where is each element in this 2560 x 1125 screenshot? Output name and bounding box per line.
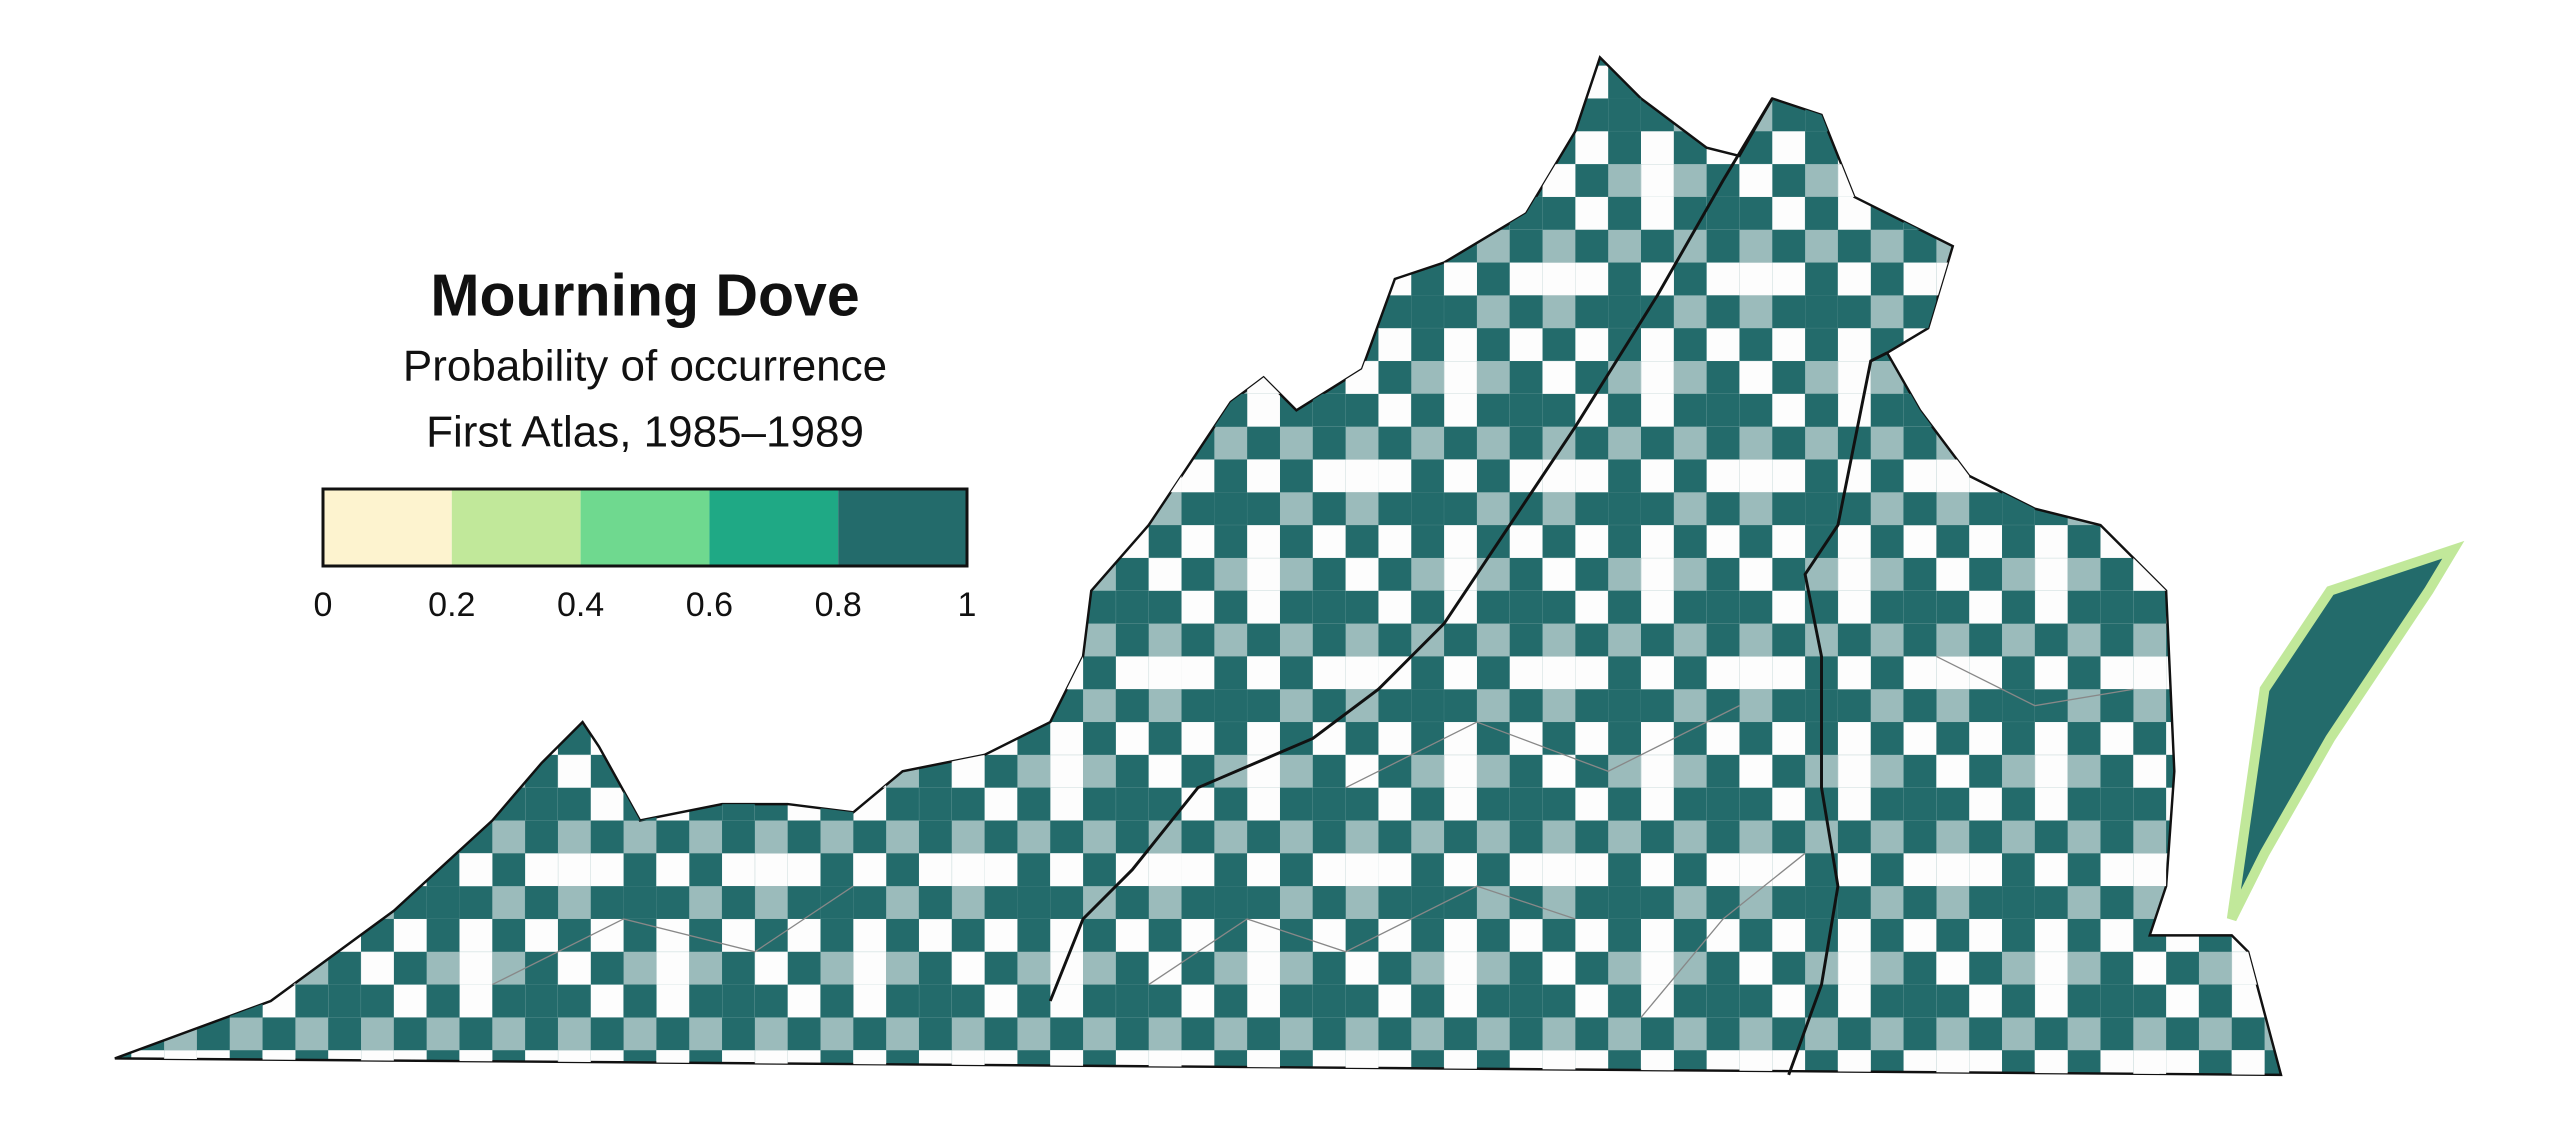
- legend-swatch: [451, 489, 581, 566]
- legend: 0 0.2 0.4 0.6 0.8 1: [314, 487, 977, 624]
- legend-tick-label: 0.2: [428, 586, 475, 624]
- legend-swatch: [709, 489, 839, 566]
- legend-tick-label: 0.6: [686, 586, 733, 624]
- legend-swatch: [838, 489, 967, 566]
- legend-swatch: [580, 489, 710, 566]
- region-boundary: [1787, 351, 1888, 1076]
- eastern-shore: [2226, 540, 2465, 922]
- county-lines: [492, 655, 2134, 1018]
- legend-tick-label: 0.4: [557, 586, 604, 624]
- map-period: First Atlas, 1985–1989: [426, 408, 864, 457]
- map-title: Mourning Dove: [430, 263, 859, 329]
- map-subtitle: Probability of occurrence: [403, 342, 887, 391]
- legend-tick-label: 1: [958, 586, 977, 624]
- legend-frame: [321, 487, 969, 568]
- region-boundary: [1048, 97, 1774, 1002]
- state-texture: [114, 57, 2281, 1075]
- legend-swatch: [323, 489, 452, 566]
- legend-tick-label: 0.8: [815, 586, 862, 624]
- state-map: [114, 55, 2465, 1077]
- legend-tick-label: 0: [314, 586, 333, 624]
